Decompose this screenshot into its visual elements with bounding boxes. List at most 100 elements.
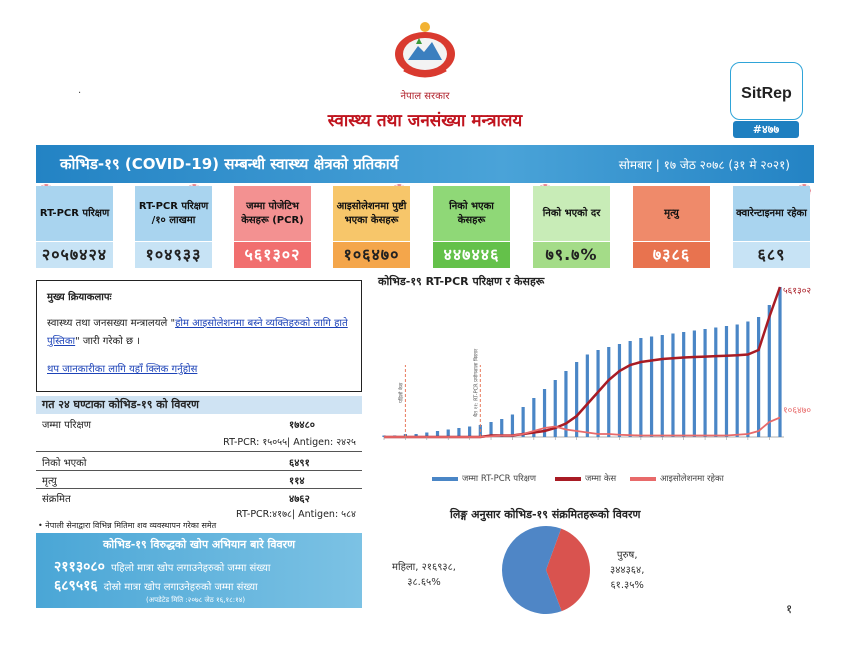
stat-value: ५६१३०२: [234, 242, 311, 268]
stat-card-total-positive: जम्मा पोजेटिभ केसहरू (PCR) ५६१३०२: [234, 186, 311, 268]
legend-swatch: [432, 476, 458, 481]
legend-cases: जम्मा केस: [555, 473, 616, 484]
stray-dot: .: [78, 85, 82, 96]
bar-tests: [585, 354, 589, 437]
more-info-link[interactable]: थप जानकारीका लागि यहाँ क्लिक गर्नुहोस: [47, 364, 198, 375]
stat-value: ६८९: [733, 242, 810, 268]
divider: [36, 470, 362, 471]
legend-label: जम्मा RT-PCR परिक्षण: [462, 474, 537, 484]
bar-tests: [746, 321, 750, 437]
stat-value: ४४७४४६: [433, 242, 510, 268]
stat-card-isolation: आइसोलेशनमा पुष्टी भएका केसहरू १०६४७०: [333, 186, 410, 268]
bar-tests: [660, 335, 664, 437]
bar-tests: [532, 398, 536, 437]
divider: [36, 451, 362, 452]
legend-label: आइसोलेशनमा रहेका: [660, 474, 724, 484]
bar-tests: [628, 341, 632, 437]
pie-slice-male: [502, 526, 562, 614]
sitrep-number: #४७७: [733, 121, 799, 138]
stat-value: ७९.७%: [533, 242, 610, 268]
stat-value: १०४९३३: [135, 242, 212, 268]
bar-tests: [617, 344, 622, 437]
stat-label: मृत्यु: [633, 186, 710, 241]
bar-tests: [468, 426, 472, 437]
bar-tests: [778, 287, 782, 437]
second-dose-label: दोस्रो मात्रा खोप लगाउनेहरुको जम्मा संख्…: [103, 582, 258, 593]
bar-tests: [607, 347, 611, 437]
stat-label: क्वारेन्टाइनमा रहेका: [733, 186, 810, 241]
tests-value: १७४८०: [289, 420, 315, 431]
pie-label-male: पुरुष, ३४४३६४, ६१.३५%: [610, 550, 645, 591]
bar-tests: [510, 414, 515, 437]
annotation-label: पहिलो केस: [397, 382, 404, 403]
infected-label: संक्रमित: [42, 494, 71, 505]
bar-tests: [692, 330, 696, 437]
stat-label: RT-PCR परिक्षण: [36, 186, 113, 241]
bar-tests: [714, 327, 718, 437]
bar-tests: [575, 362, 579, 437]
sitrep-card: SitRep: [730, 62, 803, 120]
bar-tests: [414, 434, 418, 437]
bar-tests: [500, 419, 504, 437]
bar-tests: [489, 422, 493, 437]
bar-tests: [649, 336, 654, 437]
first-dose-line: २११३०८० पहिलो मात्रा खोप लगाउनेहरुको जम्म…: [54, 557, 271, 576]
line-isolation: [384, 416, 781, 438]
nepal-emblem: [395, 22, 455, 78]
legend-label: जम्मा केस: [585, 474, 617, 484]
deaths-value: ११४: [289, 476, 305, 487]
last24-heading: गत २४ घण्टाका कोभिड-१९ को विवरण: [36, 396, 362, 414]
stat-card-recovery-rate: निको भएको दर ७९.७%: [533, 186, 610, 268]
bar-tests: [435, 431, 440, 437]
bar-tests: [425, 432, 429, 437]
gender-pie-chart: [502, 526, 590, 614]
legend-isolation: आइसोलेशनमा रहेका: [630, 473, 724, 484]
activities-text-before: स्वास्थ्य तथा जनसख्या मन्त्रालयले ": [47, 318, 176, 329]
activities-text-after: " जारी गरेको छ ।: [75, 336, 140, 347]
second-dose-line: ६८९५१६ दोस्रो मात्रा खोप लगाउनेहरुको जम्म…: [54, 576, 258, 595]
legend-swatch: [555, 476, 581, 481]
stat-label: निको भएको दर: [533, 186, 610, 241]
vaccine-source: (अपडेटेड मिति :२०७८ जेठ १६,१८:१४): [146, 596, 246, 604]
title-banner: कोभिड-१९ (COVID-19) सम्बन्धी स्वास्थ्य क…: [36, 145, 814, 183]
line-chart-title: कोभिड-१९ RT-PCR परिक्षण र केसहरू: [378, 275, 545, 288]
bar-tests: [457, 428, 461, 437]
handbook-link[interactable]: होम आइसोलेशनमा बस्ने व्यक्तिहरुको लागि ह…: [47, 318, 348, 347]
banner-date: सोमबार | १७ जेठ २०७८ (३१ मे २०२१): [618, 158, 790, 172]
isolation-end-label: १०६४७०: [783, 406, 811, 416]
pie-slice-female: [546, 528, 590, 612]
bar-tests: [735, 324, 739, 437]
bar-tests: [553, 380, 557, 437]
bar-tests: [703, 329, 707, 437]
male-count: ३४४३६४,: [610, 565, 645, 576]
stat-label: जम्मा पोजेटिभ केसहरू (PCR): [234, 186, 311, 241]
tests-label: जम्मा परिक्षण: [42, 420, 91, 431]
sitrep-label: SitRep: [741, 85, 792, 102]
activities-text: स्वास्थ्य तथा जनसख्या मन्त्रालयले "होम आ…: [47, 315, 351, 351]
stat-card-recovered: निको भएका केसहरू ४४७४४६: [433, 186, 510, 268]
female-percent: ३८.६५%: [407, 577, 441, 588]
stat-label: निको भएका केसहरू: [433, 186, 510, 241]
bar-tests: [542, 389, 547, 437]
annotation-label: चैत ११: RT-PCR प्रयोगशाला विस्तार: [472, 348, 479, 417]
bar-tests: [682, 332, 686, 437]
recovered-label: निको भएको: [42, 458, 87, 469]
vaccine-heading: कोभिड-१९ विरुद्धको खोप अभियान बारे विवरण: [102, 538, 296, 551]
legend-tests: जम्मा RT-PCR परिक्षण: [432, 473, 536, 484]
bar-tests: [564, 371, 568, 437]
recovered-value: ६४९१: [289, 458, 310, 469]
stat-card-quarantine: क्वारेन्टाइनमा रहेका ६८९: [733, 186, 810, 268]
second-dose-value: ६८९५१६: [54, 578, 98, 594]
bar-tests: [521, 407, 525, 437]
female-count: २१६९३८,: [421, 562, 456, 573]
line-cases: [384, 286, 782, 439]
bar-tests: [671, 333, 675, 437]
bar-tests: [446, 429, 450, 437]
bar-tests: [639, 338, 643, 437]
activities-heading: मुख्य क्रियाकलापः: [47, 292, 112, 303]
cases-end-label: ५६१३०२: [783, 287, 811, 297]
infected-value: ४७६२: [289, 494, 310, 505]
stat-card-rtpcr-tests: RT-PCR परिक्षण २०५७४२४: [36, 186, 113, 268]
pie-chart-title: लिङ्ग अनुसार कोभिड-१९ संक्रमितहरूको विवर…: [450, 508, 641, 521]
first-dose-value: २११३०८०: [54, 559, 105, 575]
